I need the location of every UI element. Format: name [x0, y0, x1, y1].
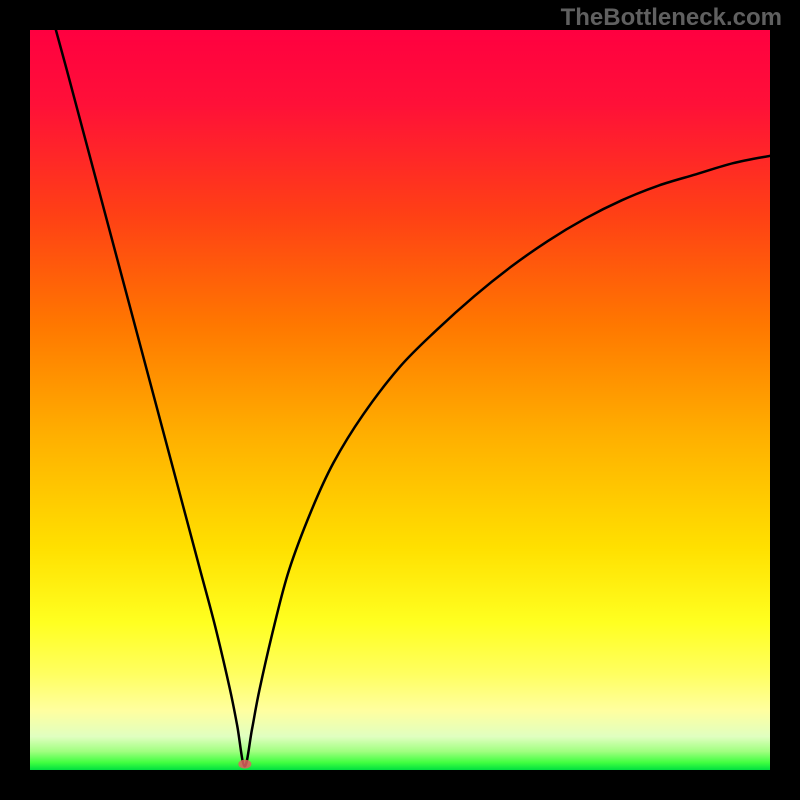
chart-container: TheBottleneck.com: [0, 0, 800, 800]
optimum-marker: [238, 760, 251, 769]
watermark-text: TheBottleneck.com: [561, 4, 782, 32]
bottleneck-curve: [30, 30, 770, 770]
